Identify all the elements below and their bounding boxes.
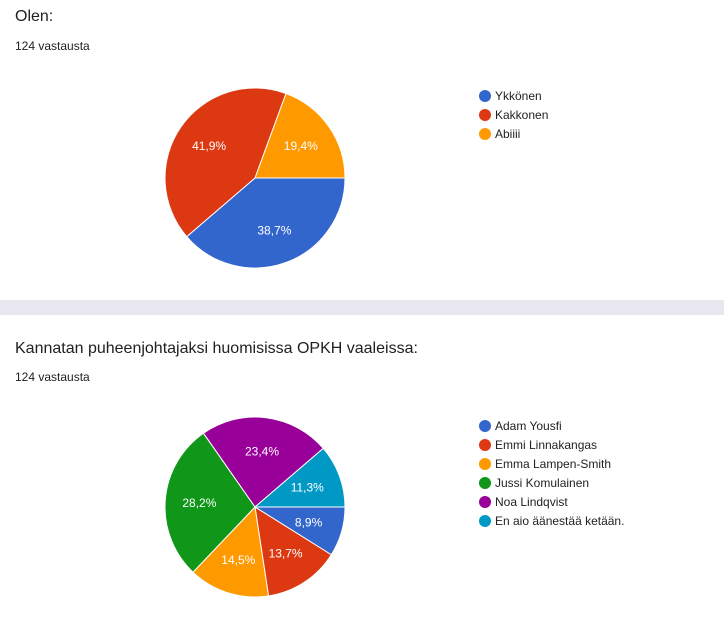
pie-chart-2: 8,9% 13,7% 14,5% 28,2% 23,4% 11,3% bbox=[164, 416, 346, 598]
pie-slice[interactable] bbox=[164, 432, 256, 573]
legend-label: Abiiii bbox=[495, 126, 521, 141]
legend-item: Abiiii bbox=[479, 124, 548, 143]
pie-slice[interactable] bbox=[253, 447, 346, 508]
question-card-1: Olen: 124 vastausta 38,7% 41,9% 19,4% Ykkö… bbox=[0, 0, 724, 300]
pie-slice[interactable] bbox=[202, 416, 324, 508]
response-count: 124 vastausta bbox=[15, 370, 90, 384]
legend-item: Kakkonen bbox=[479, 105, 548, 124]
legend-item: Ykkönen bbox=[479, 86, 548, 105]
legend-label: Emma Lampen-Smith bbox=[495, 456, 612, 471]
legend-dot-icon bbox=[479, 476, 491, 489]
legend-label: Jussi Komulainen bbox=[495, 475, 590, 490]
slice-percent-label: 14,5% bbox=[221, 553, 255, 567]
slice-percent-label: 13,7% bbox=[269, 547, 303, 561]
legend-label: Kakkonen bbox=[495, 107, 549, 122]
legend-dot-icon bbox=[479, 514, 491, 527]
slice-percent-label: 28,2% bbox=[182, 496, 216, 510]
legend-dot-icon bbox=[479, 495, 491, 508]
legend-label: Ykkönen bbox=[495, 88, 542, 103]
pie-slice[interactable] bbox=[254, 505, 332, 597]
slice-percent-label: 11,3% bbox=[291, 481, 324, 495]
legend-label: En aio äänestää ketään. bbox=[495, 513, 625, 528]
legend-dot-icon bbox=[479, 127, 491, 140]
response-count: 124 vastausta bbox=[15, 39, 90, 53]
legend-item: Adam Yousfi bbox=[479, 416, 624, 435]
pie-slice[interactable] bbox=[254, 92, 346, 179]
pie-slice[interactable] bbox=[186, 177, 346, 269]
legend-dot-icon bbox=[479, 419, 491, 432]
slice-percent-label: 8,9% bbox=[295, 515, 323, 529]
chart-legend-1: Ykkönen Kakkonen Abiiii bbox=[479, 86, 548, 143]
legend-dot-icon bbox=[479, 108, 491, 121]
question-card-2: Kannatan puheenjohtajaksi huomisissa OPK… bbox=[0, 315, 724, 619]
legend-item: Noa Lindqvist bbox=[479, 492, 624, 511]
legend-dot-icon bbox=[479, 457, 491, 470]
legend-item: Jussi Komulainen bbox=[479, 473, 624, 492]
slice-percent-label: 19,4% bbox=[284, 139, 318, 153]
legend-item: Emma Lampen-Smith bbox=[479, 454, 624, 473]
legend-dot-icon bbox=[479, 438, 491, 451]
question-title: Olen: bbox=[15, 8, 54, 25]
legend-item: Emmi Linnakangas bbox=[479, 435, 624, 454]
question-title: Kannatan puheenjohtajaksi huomisissa OPK… bbox=[15, 340, 418, 357]
chart-legend-2: Adam Yousfi Emmi Linnakangas Emma Lampen… bbox=[479, 416, 624, 530]
legend-label: Noa Lindqvist bbox=[495, 494, 568, 509]
legend-dot-icon bbox=[479, 89, 491, 102]
pie-slice[interactable] bbox=[192, 505, 270, 598]
slice-percent-label: 38,7% bbox=[257, 223, 291, 237]
pie-chart-1: 38,7% 41,9% 19,4% bbox=[164, 87, 346, 269]
slice-percent-label: 23,4% bbox=[245, 445, 279, 459]
legend-label: Adam Yousfi bbox=[495, 418, 562, 433]
slice-percent-label: 41,9% bbox=[192, 139, 226, 153]
pie-slice[interactable] bbox=[164, 87, 287, 238]
legend-item: En aio äänestää ketään. bbox=[479, 511, 624, 530]
legend-label: Emmi Linnakangas bbox=[495, 437, 598, 452]
